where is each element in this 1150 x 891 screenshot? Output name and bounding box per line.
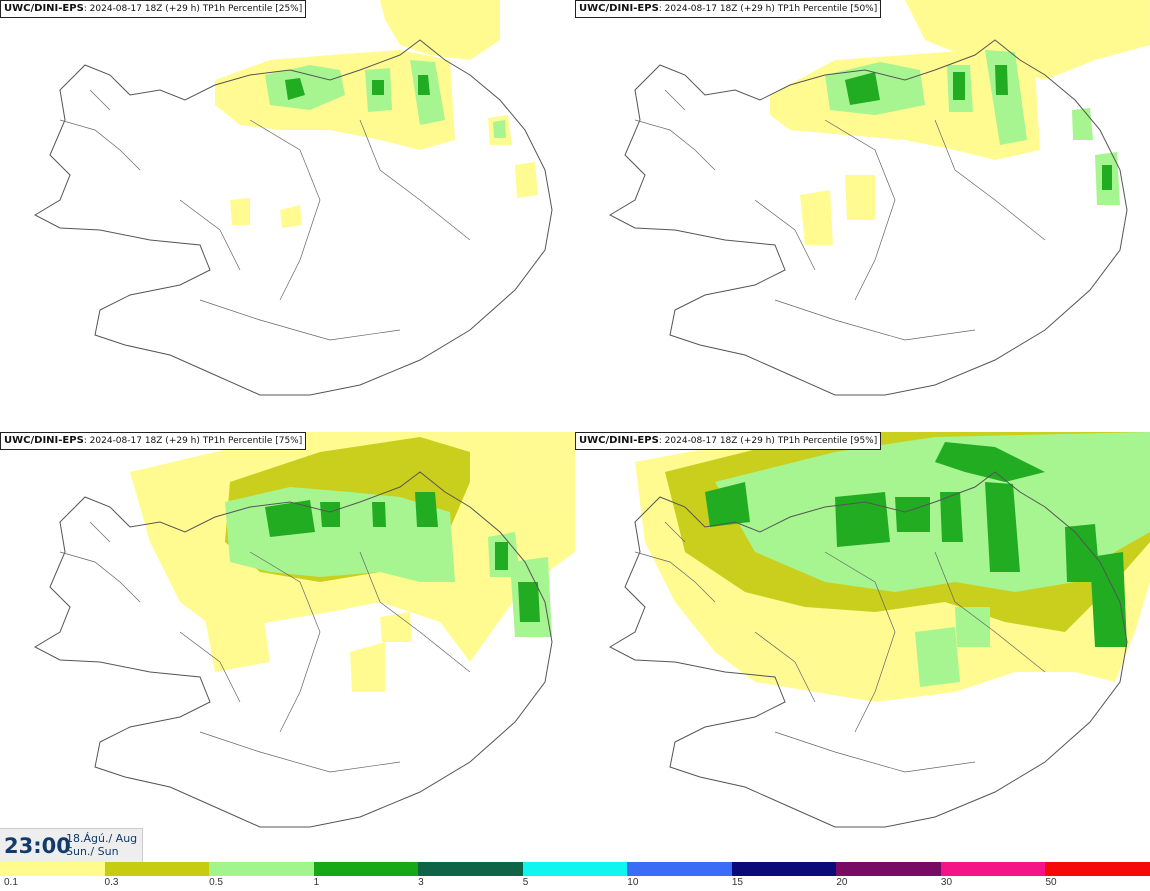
coastline [608,471,1128,828]
colorbar-segment [940,862,1046,876]
colorbar-segment [731,862,837,876]
map-panel-p95: UWC/DINI-EPS: 2024-08-17 18Z (+29 h) TP1… [575,432,1150,864]
coastline [608,39,1128,396]
colorbar-tick-label: 0.1 [4,877,18,888]
precip-colorbar [0,862,1150,876]
colorbar-tick-label: 5 [522,877,529,888]
colorbar-tick-label: 1 [313,877,320,888]
panel-title: UWC/DINI-EPS: 2024-08-17 18Z (+29 h) TP1… [0,0,307,18]
valid-day-line: Sun./ Sun [66,845,119,858]
precip-field [130,432,575,692]
colorbar-segment [418,862,524,876]
colorbar-segment [209,862,315,876]
coastline [33,39,553,396]
colorbar-tick-label: 20 [836,877,848,888]
panel-title: UWC/DINI-EPS: 2024-08-17 18Z (+29 h) TP1… [0,432,307,450]
colorbar-segment [313,862,419,876]
panel-title: UWC/DINI-EPS: 2024-08-17 18Z (+29 h) TP1… [575,432,882,450]
colorbar-segment [1045,862,1150,876]
colorbar-tick-label: 50 [1045,877,1057,888]
colorbar-tick-label: 30 [940,877,953,888]
precip-map [608,0,1150,396]
precip-field [635,432,1150,702]
valid-date-line: 18.Ágú./ Aug [66,832,138,845]
map-panel-p25: UWC/DINI-EPS: 2024-08-17 18Z (+29 h) TP1… [0,0,575,432]
panel-title: UWC/DINI-EPS: 2024-08-17 18Z (+29 h) TP1… [575,0,882,18]
valid-time-clock: 23:00 [4,834,71,858]
precip-map [608,432,1150,828]
map-panel-p50: UWC/DINI-EPS: 2024-08-17 18Z (+29 h) TP1… [575,0,1150,432]
colorbar-tick-label: 3 [418,877,424,888]
precip-map [33,0,553,396]
colorbar-tick-label: 0.5 [209,877,223,888]
colorbar-segment [522,862,628,876]
colorbar-tick-label: 10 [627,877,639,888]
valid-time-date: 18.Ágú./ Aug Sun./ Sun [66,832,137,858]
precip-map [33,432,575,828]
colorbar-segment [627,862,733,876]
precip-field [215,0,538,228]
valid-time-box: 23:00 18.Ágú./ Aug Sun./ Sun [0,828,143,862]
colorbar-segment [836,862,942,876]
colorbar-tick-label: 0.3 [104,877,119,888]
map-panel-p75: UWC/DINI-EPS: 2024-08-17 18Z (+29 h) TP1… [0,432,575,864]
coastline [33,471,553,828]
colorbar-segment [0,862,106,876]
colorbar-tick-label: 15 [731,877,743,888]
colorbar-segment [104,862,210,876]
precip-field [770,0,1150,245]
